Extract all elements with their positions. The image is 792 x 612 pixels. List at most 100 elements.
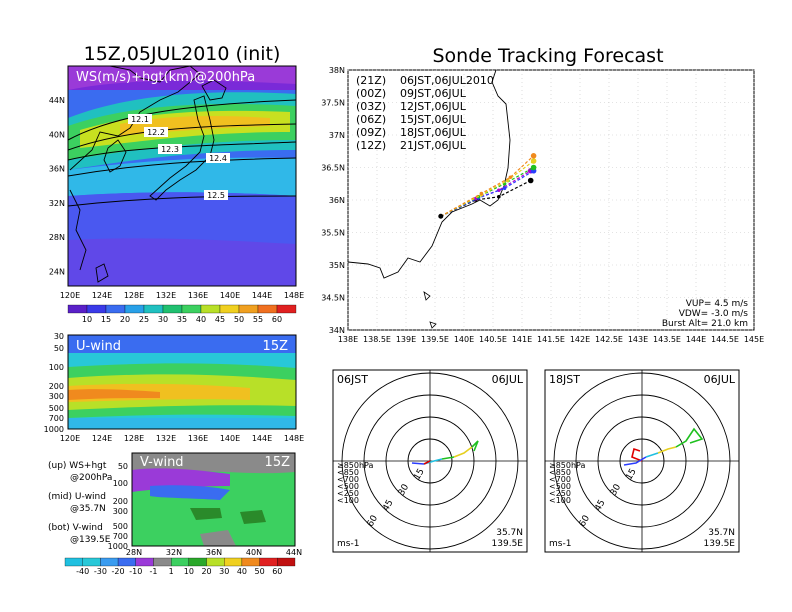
track-x-tick: 138.5E <box>363 335 391 344</box>
colorbar-tick: 10 <box>184 567 194 576</box>
colorbar-cell <box>241 557 260 567</box>
track-x-tick: 143.5E <box>653 335 681 344</box>
hodograph-trace <box>411 462 425 465</box>
hodograph-ring-label: 15 <box>412 467 426 482</box>
hodograph-lon: 139.5E <box>492 539 524 549</box>
colorbar-tick: 25 <box>139 315 149 324</box>
map-y-tick: 44N <box>49 96 65 105</box>
contour-label: 12.1 <box>131 115 149 124</box>
ws-map-panel: WS(m/s)+hgt(km)@200hPa 12.1 12.2 12.3 12.4 1… <box>49 65 304 300</box>
track-x-tick: 141E <box>512 335 532 344</box>
colorbar-tick: 45 <box>215 315 225 324</box>
hodograph-legend: <850 <box>549 468 571 477</box>
track-x-tick: 145E <box>744 335 764 344</box>
launch-utc: (03Z) <box>356 100 386 113</box>
map-overlay-label: WS(m/s)+hgt(km)@200hPa <box>76 70 255 85</box>
hodograph-ring-label: 45 <box>593 498 607 513</box>
colorbar-cell <box>67 304 88 314</box>
u-y-tick: 30 <box>54 332 64 341</box>
track-point <box>502 186 507 191</box>
track-y-tick: 37N <box>329 131 345 140</box>
legend-note-line1: (mid) U-wind <box>48 492 106 502</box>
track-x-tick: 138E <box>338 335 358 344</box>
hodograph-legend: <100 <box>549 496 571 505</box>
colorbar-tick: 35 <box>177 315 187 324</box>
track-x-tick: 143E <box>628 335 648 344</box>
track-x-tick: 139.5E <box>421 335 449 344</box>
track-y-tick: 38N <box>329 66 345 75</box>
u-y-tick: 500 <box>49 404 64 413</box>
colorbar-tick: 60 <box>272 567 282 576</box>
colorbar-tick: -30 <box>94 567 107 576</box>
colorbar-tick: 40 <box>196 315 206 324</box>
launch-utc: (12Z) <box>356 139 386 152</box>
contour-label-bg <box>158 144 182 154</box>
contour-label-bg <box>206 153 230 163</box>
colorbar-cell <box>135 557 154 567</box>
map-x-tick: 132E <box>156 291 176 300</box>
track-point <box>527 177 534 184</box>
track-x-tick: 139E <box>396 335 416 344</box>
map-x-tick: 124E <box>92 291 112 300</box>
colorbar-cell <box>276 304 297 314</box>
hodograph-trace <box>471 440 479 452</box>
colorbar-cell <box>224 557 243 567</box>
colorbar-cell <box>143 304 164 314</box>
launch-utc: (21Z) <box>356 74 386 87</box>
colorbar-cell <box>153 557 172 567</box>
track-x-tick: 144.5E <box>711 335 739 344</box>
v-y-tick: 300 <box>113 507 128 516</box>
launch-jst: 21JST,06JUL <box>400 139 467 152</box>
colorbar-cell <box>188 557 207 567</box>
v-wind-label: V-wind <box>140 455 184 470</box>
colorbar-tick: 55 <box>253 315 263 324</box>
u-x-tick: 120E <box>60 434 80 443</box>
hodograph-ring-label: 15 <box>624 467 638 482</box>
map-x-tick: 144E <box>252 291 272 300</box>
colorbar-cell <box>100 557 119 567</box>
hodograph-legend: ≥850hPa <box>549 461 586 470</box>
hodograph-unit: ms-1 <box>549 539 571 549</box>
u-y-tick: 700 <box>49 414 64 423</box>
hodograph-ring-label: 45 <box>381 498 395 513</box>
hodograph-trace <box>645 452 659 458</box>
track-y-tick: 36.5N <box>321 164 345 173</box>
colorbar-cell <box>277 557 296 567</box>
map-y-tick: 24N <box>49 268 65 277</box>
contour-label-bg <box>128 114 152 124</box>
hodograph-trace <box>675 427 704 448</box>
colorbar-tick: 15 <box>101 315 111 324</box>
colorbar-cell <box>181 304 202 314</box>
colorbar-cell <box>86 304 107 314</box>
track-point <box>530 158 537 164</box>
contour-label: 12.5 <box>207 191 225 200</box>
u-y-tick: 100 <box>49 363 64 372</box>
v-x-tick: 28N <box>126 548 142 557</box>
track-x-tick: 142.5E <box>595 335 623 344</box>
u-x-tick: 132E <box>156 434 176 443</box>
ws-colorbar: 10 15 20 25 30 35 40 45 50 55 60 <box>67 304 297 324</box>
track-line <box>440 179 531 217</box>
hodograph-trace <box>441 456 455 460</box>
hodograph-time: 06JST <box>337 373 368 386</box>
legend-note-line1: (up) WS+hgt <box>48 461 107 471</box>
v-y-tick: 1000 <box>108 542 128 551</box>
colorbar-tick: 60 <box>272 315 282 324</box>
u-x-tick: 124E <box>92 434 112 443</box>
map-y-tick: 40N <box>49 130 65 139</box>
hodograph-trace <box>423 460 431 465</box>
track-panel: (21Z) 06JST,06JUL2010 (00Z) 09JST,06JUL (03Z… <box>321 66 764 344</box>
contour-label-bg <box>204 190 228 200</box>
map-panel-title: 15Z,05JUL2010 (init) <box>84 43 281 65</box>
colorbar-cell <box>162 304 183 314</box>
track-point <box>479 191 484 196</box>
colorbar-cell <box>219 304 240 314</box>
v-x-tick: 32N <box>166 548 182 557</box>
main-title: Sonde Tracking Forecast <box>432 45 663 67</box>
colorbar-cell <box>257 304 278 314</box>
track-point <box>530 164 537 171</box>
